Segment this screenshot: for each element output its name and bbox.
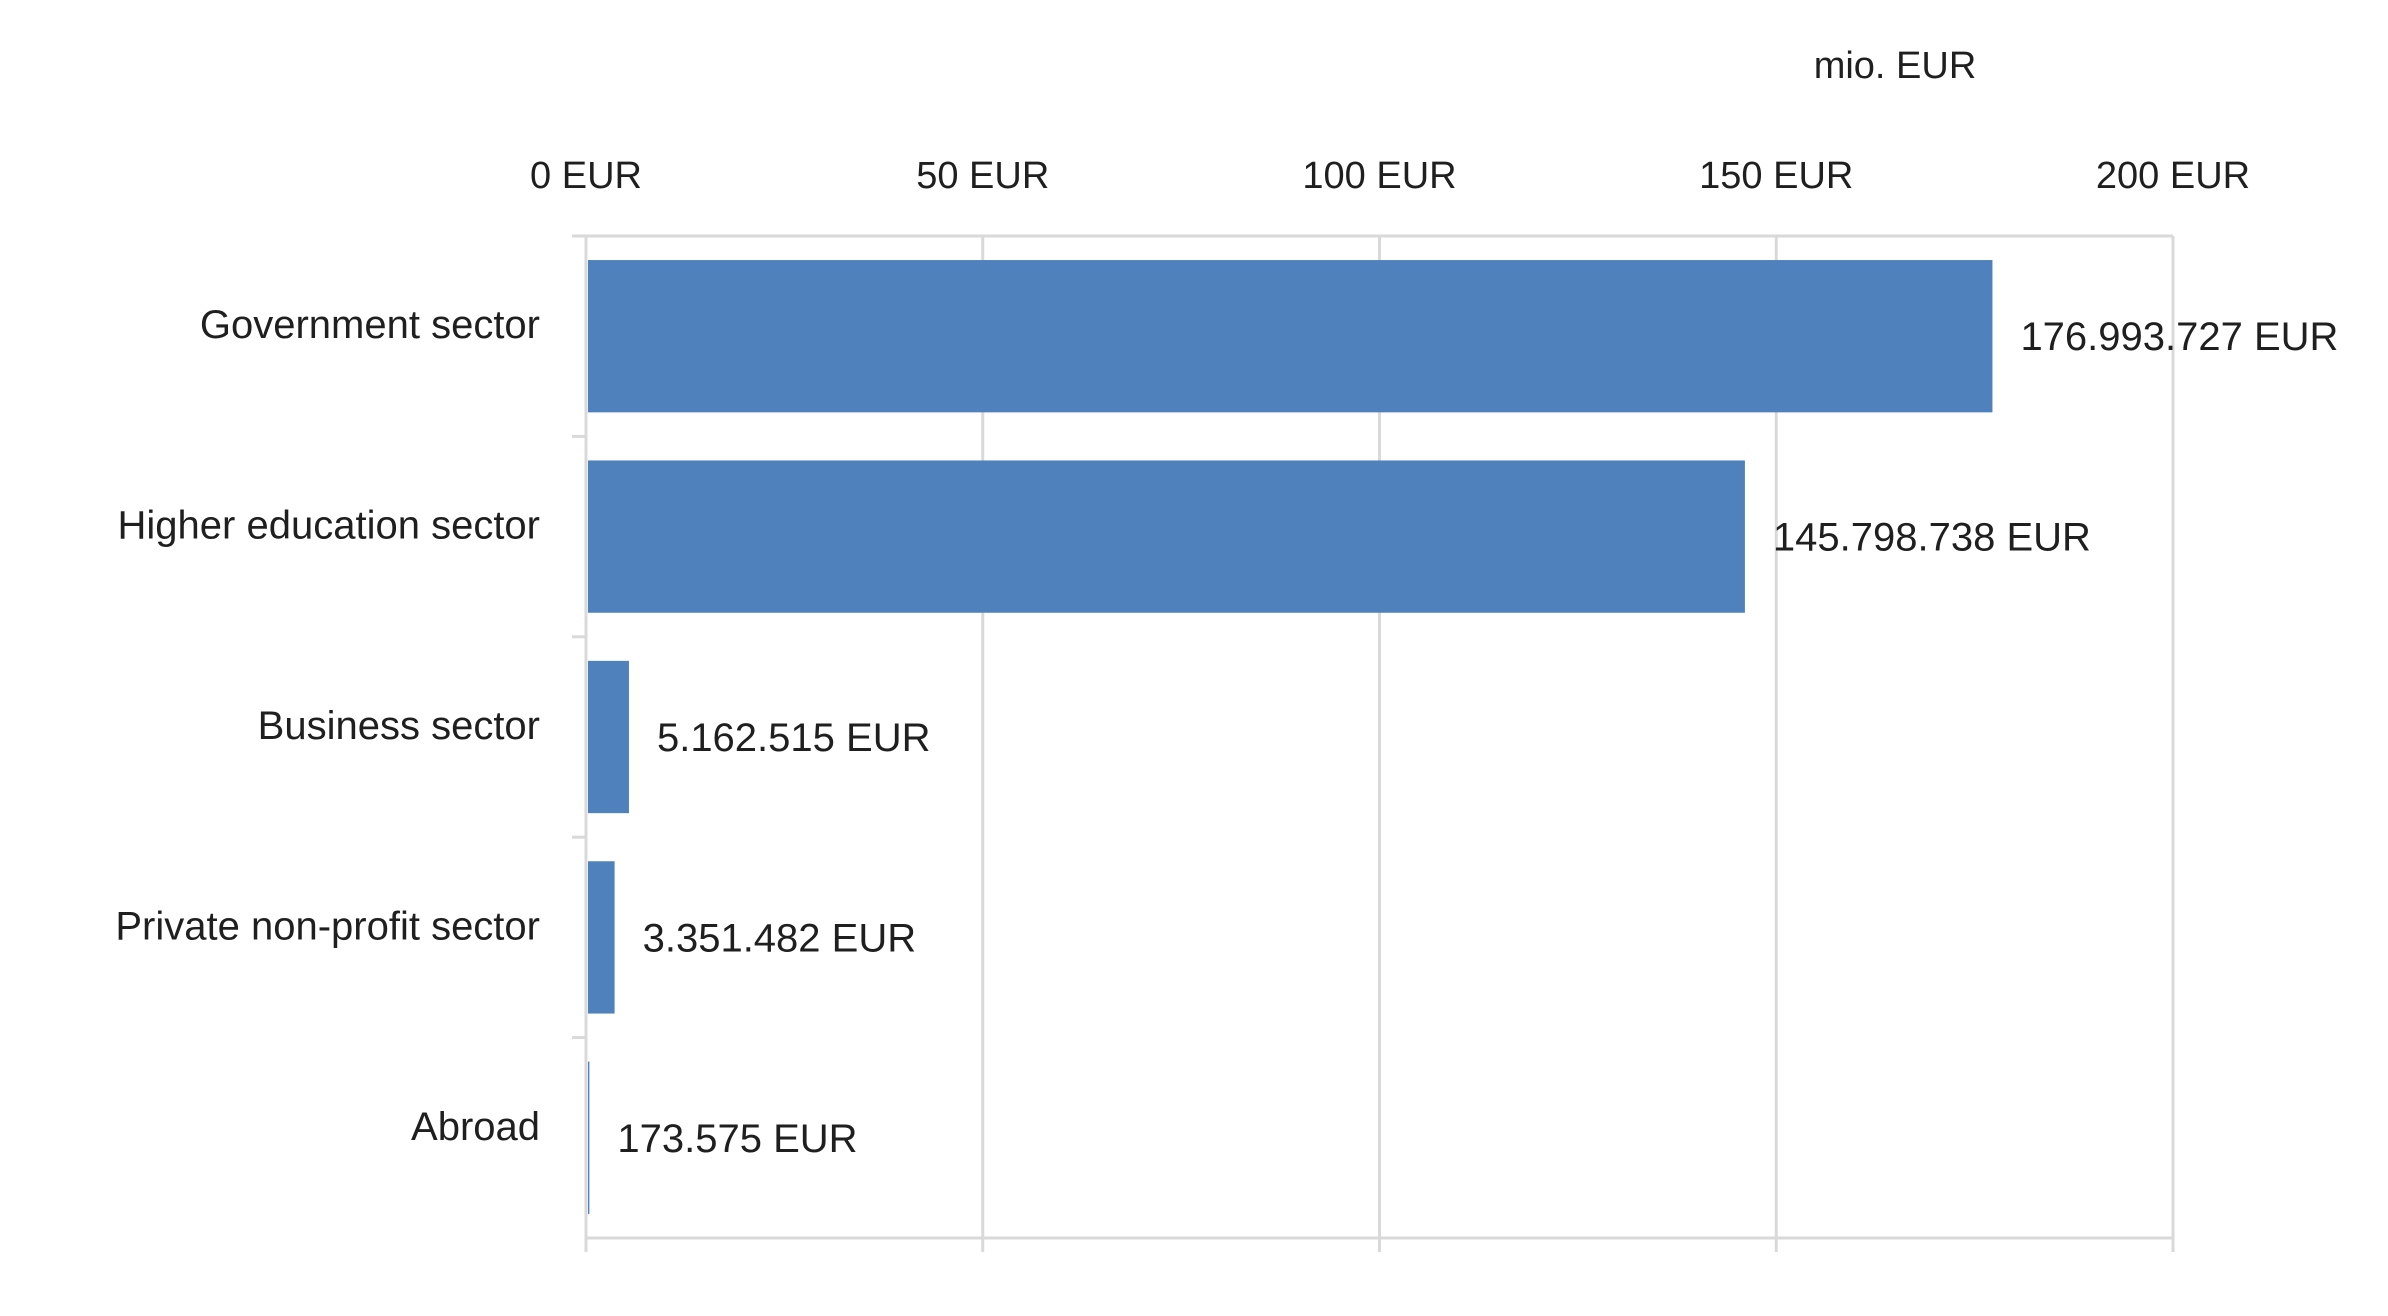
unit-label: mio. EUR (1814, 45, 1977, 87)
x-tick-label: 100 EUR (1302, 155, 1456, 197)
x-tick-label: 0 EUR (530, 155, 642, 197)
x-tick-label: 50 EUR (916, 155, 1049, 197)
category-labels: Government sector Higher education sector… (115, 303, 540, 1149)
category-label: Government sector (200, 303, 540, 347)
category-label: Business sector (258, 704, 540, 748)
x-tick-label: 200 EUR (2096, 155, 2250, 197)
data-label: 173.575 EUR (617, 1117, 857, 1161)
x-tick-label: 150 EUR (1699, 155, 1853, 197)
data-label: 5.162.515 EUR (657, 716, 931, 760)
data-label: 176.993.727 EUR (2020, 315, 2338, 359)
data-labels: 176.993.727 EUR 145.798.738 EUR 5.162.515 … (617, 315, 2338, 1161)
bar (588, 260, 1993, 413)
bar (588, 1061, 590, 1214)
bar (588, 460, 1745, 613)
data-label: 3.351.482 EUR (643, 916, 917, 960)
bars (588, 260, 1993, 1214)
bar (588, 660, 629, 814)
data-label: 145.798.738 EUR (1773, 516, 2091, 560)
category-label: Private non-profit sector (115, 904, 540, 948)
x-axis-ticks: 0 EUR 50 EUR 100 EUR 150 EUR 200 EUR (530, 155, 2250, 197)
category-label: Higher education sector (118, 504, 540, 548)
bar (588, 861, 615, 1014)
category-label: Abroad (411, 1105, 540, 1149)
